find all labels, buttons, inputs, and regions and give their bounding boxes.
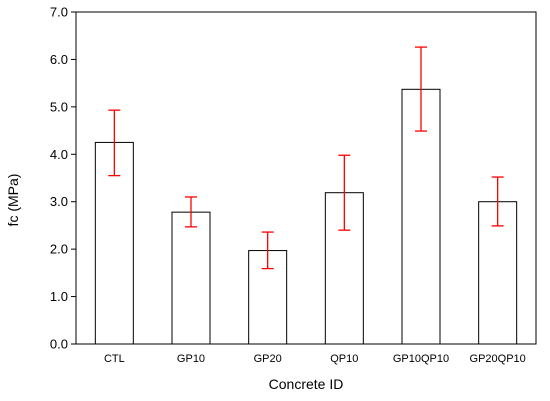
x-tick-label: GP10QP10: [393, 353, 449, 365]
plot-frame: [75, 11, 537, 345]
bar-gp20qp10: [478, 201, 518, 345]
y-tick-label: 6.0: [50, 52, 68, 67]
y-tick-label: 7.0: [50, 5, 68, 20]
x-axis-label: Concrete ID: [269, 376, 344, 392]
error-bar-qp10: [338, 154, 351, 231]
y-tick-label: 5.0: [50, 99, 68, 114]
x-tick-label: CTL: [104, 353, 125, 365]
plot-area: [75, 11, 537, 345]
x-tick-label: GP20QP10: [470, 353, 526, 365]
y-tick-label: 0.0: [50, 337, 68, 352]
y-tick-label: 1.0: [50, 289, 68, 304]
bars: [94, 88, 518, 345]
error-bar-gp20: [261, 231, 274, 270]
error-bar-gp20qp10: [491, 176, 504, 227]
y-tick-label: 2.0: [50, 242, 68, 257]
bar-gp10: [171, 211, 211, 345]
error-bar-ctl: [108, 109, 121, 177]
x-tick-label: GP10: [177, 353, 205, 365]
error-bars: [108, 46, 504, 270]
bar-gp10qp10: [401, 88, 441, 345]
x-tick-label: QP10: [330, 353, 358, 365]
x-tick-label: GP20: [254, 353, 282, 365]
y-tick-label: 3.0: [50, 194, 68, 209]
error-bar-gp10qp10: [415, 46, 427, 132]
y-tick-label: 4.0: [50, 147, 68, 162]
y-axis-ticks: 0.0 1.0 2.0 3.0 4.0 5.0 6.0 7.0: [50, 5, 76, 352]
y-axis-label: fc (MPa): [5, 174, 21, 227]
x-axis-ticks: CTL GP10 GP20 QP10 GP10QP10 GP20QP10: [104, 353, 526, 365]
error-bar-gp10: [185, 196, 197, 228]
